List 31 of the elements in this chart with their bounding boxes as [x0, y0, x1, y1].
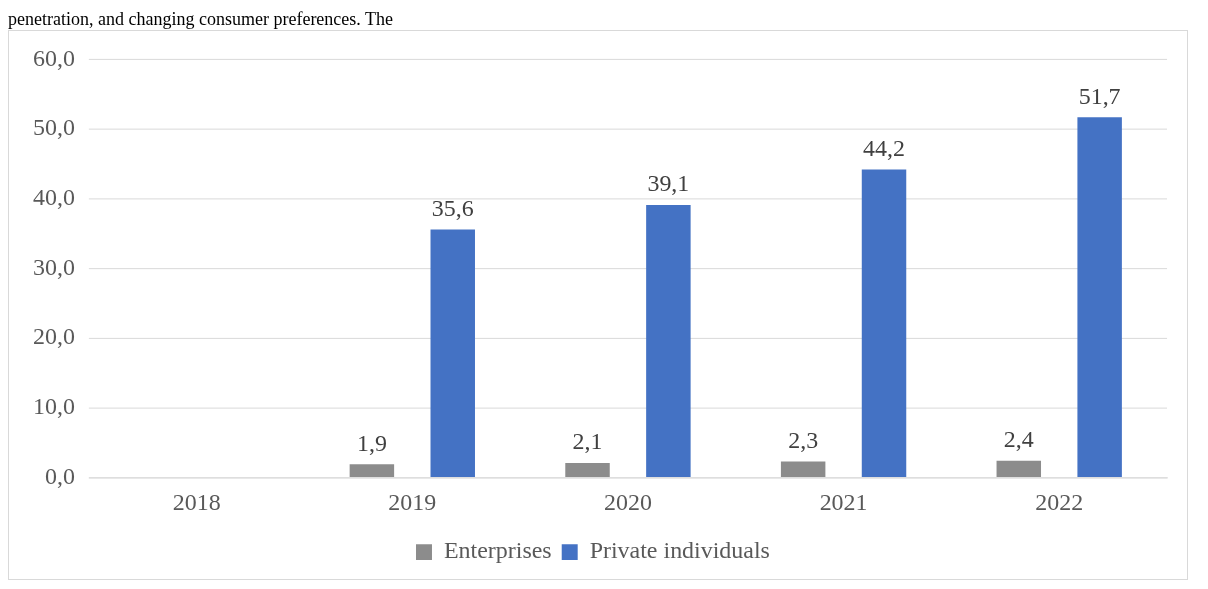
data-label: 44,2	[863, 134, 905, 161]
x-tick-label: 2018	[172, 489, 221, 516]
bar	[996, 460, 1042, 478]
text: penetration, and changing consumer preferences. The	[8, 8, 394, 30]
bar	[565, 462, 610, 478]
legend-label: Private individuals	[589, 537, 770, 564]
legend-label: Enterprises	[443, 537, 552, 564]
bar	[349, 464, 395, 478]
data-label: 51,7	[1078, 82, 1121, 109]
bar	[646, 204, 691, 478]
x-tick-label: 2020	[604, 489, 652, 516]
y-tick-label: 10,0	[32, 393, 75, 420]
y-tick-label: 0,0	[44, 462, 75, 489]
x-tick-label: 2022	[1035, 489, 1084, 516]
y-tick-label: 50,0	[32, 114, 75, 141]
data-label: 2,1	[572, 428, 603, 455]
bar	[1077, 117, 1122, 478]
data-label: 35,6	[431, 194, 474, 221]
bar	[861, 169, 907, 478]
data-label: 1,9	[356, 429, 387, 456]
data-label: 2,4	[1003, 426, 1034, 453]
x-tick-label: 2021	[819, 489, 868, 516]
bar	[780, 461, 826, 478]
x-tick-label: 2019	[388, 489, 437, 516]
y-tick-label: 60,0	[32, 44, 75, 71]
bar	[430, 229, 475, 478]
data-label: 39,1	[647, 170, 690, 197]
y-tick-label: 40,0	[32, 184, 75, 210]
y-tick-label: 30,0	[32, 253, 75, 280]
y-tick-label: 20,0	[32, 323, 75, 350]
data-label: 2,3	[788, 426, 819, 453]
